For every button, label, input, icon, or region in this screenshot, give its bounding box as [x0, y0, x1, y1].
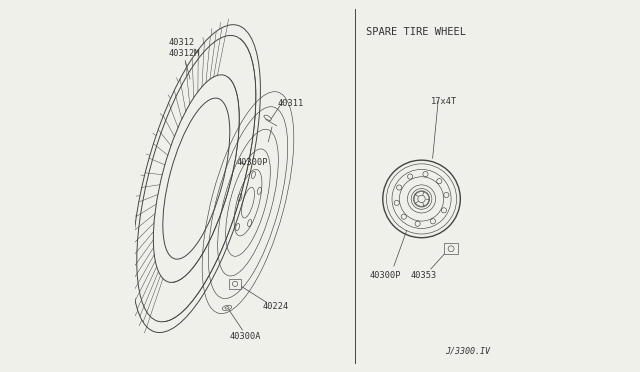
Text: J/3300.IV: J/3300.IV [445, 347, 490, 356]
FancyBboxPatch shape [444, 243, 458, 254]
Text: 40300A: 40300A [230, 332, 261, 341]
Text: 40312
40312M: 40312 40312M [168, 38, 200, 58]
Text: 40300P: 40300P [370, 271, 401, 280]
Text: 40353: 40353 [410, 271, 436, 280]
Ellipse shape [264, 115, 271, 120]
Text: 17x4T: 17x4T [431, 97, 457, 106]
Ellipse shape [222, 305, 232, 311]
Text: 40311: 40311 [278, 99, 304, 108]
Text: 40224: 40224 [263, 302, 289, 311]
Text: SPARE TIRE WHEEL: SPARE TIRE WHEEL [366, 27, 466, 37]
FancyBboxPatch shape [229, 279, 241, 289]
Text: 40300P: 40300P [237, 158, 268, 167]
